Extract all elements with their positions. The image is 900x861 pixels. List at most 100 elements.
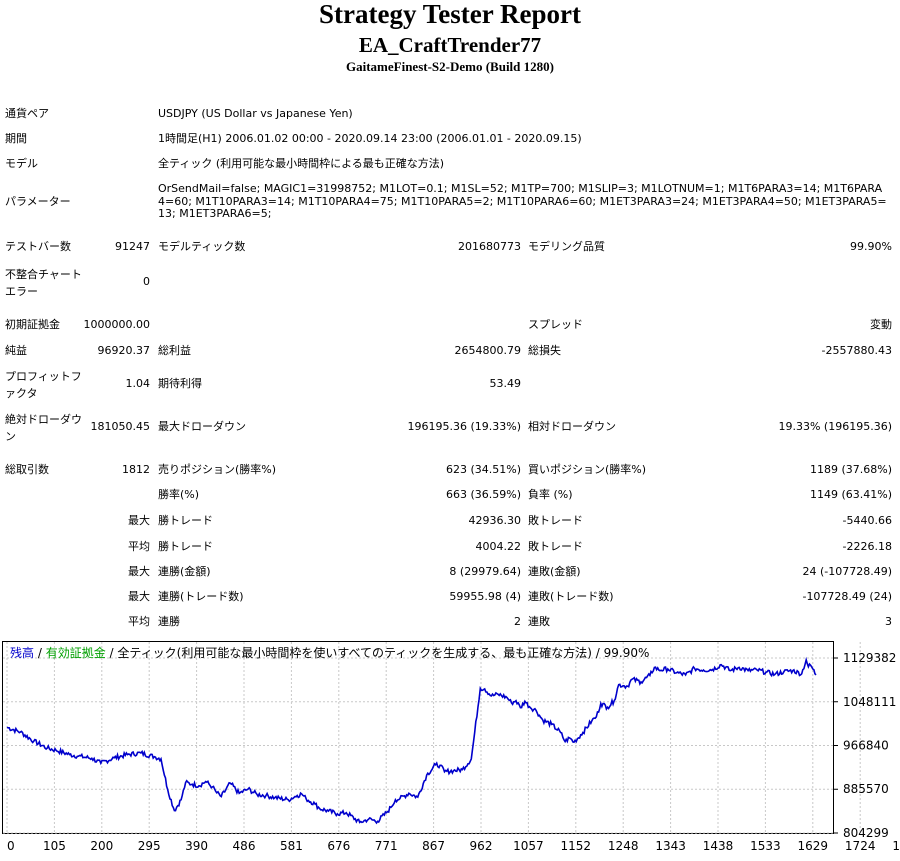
x-tick-label: 1819 xyxy=(892,839,900,853)
max-consec-count-label: 最大 xyxy=(128,590,150,603)
quality-label: モデリング品質 xyxy=(528,240,605,253)
avg-consec-win-value: 2 xyxy=(514,615,521,628)
gross-loss-value: -2557880.43 xyxy=(821,344,892,357)
avg-loss-value: -2226.18 xyxy=(842,540,892,553)
legend-separator: / xyxy=(105,646,118,660)
expected-payoff-label: 期待利得 xyxy=(158,377,202,390)
params-label: パラメーター xyxy=(5,195,71,208)
net-profit-label: 純益 xyxy=(5,344,27,357)
long-positions-value: 1189 (37.68%) xyxy=(809,463,892,476)
avg-loss-label: 敗トレード xyxy=(528,540,583,553)
max-drawdown-value: 196195.36 (19.33%) xyxy=(407,420,521,433)
y-tick-label: 1048111 xyxy=(843,695,896,709)
consec-win-money-value: 8 (29979.64) xyxy=(449,565,521,578)
max-drawdown-label: 最大ドローダウン xyxy=(158,420,246,433)
model-value: 全ティック (利用可能な最小時間枠による最も正確な方法) xyxy=(158,157,445,170)
largest-label: 最大 xyxy=(128,514,150,527)
consec-win-money-label: 連勝(金額) xyxy=(158,565,211,578)
x-tick-label: 1343 xyxy=(655,839,686,853)
avg-consec-label: 平均 xyxy=(128,615,150,628)
win-rate-value: 663 (36.59%) xyxy=(445,488,521,501)
profit-factor-value: 1.04 xyxy=(125,377,151,390)
params-value: OrSendMail=false; MAGIC1=31998752; M1LOT… xyxy=(158,182,887,220)
loss-rate-value: 1149 (63.41%) xyxy=(809,488,892,501)
symbol-label: 通貨ペア xyxy=(5,107,49,120)
x-tick-label: 1438 xyxy=(703,839,734,853)
abs-drawdown-value: 181050.45 xyxy=(90,420,151,433)
x-tick-label: 200 xyxy=(90,839,113,853)
avg-consec-loss-value: 3 xyxy=(885,615,892,628)
short-positions-label: 売りポジション(勝率%) xyxy=(158,463,277,476)
consec-loss-money-label: 連敗(金額) xyxy=(528,565,581,578)
total-trades-value: 1812 xyxy=(122,463,150,476)
legend-separator: / xyxy=(34,646,46,660)
x-tick-label: 676 xyxy=(327,839,350,853)
abs-drawdown-label: 絶対ドローダウン xyxy=(5,413,82,443)
gross-profit-value: 2654800.79 xyxy=(454,344,521,357)
x-tick-label: 962 xyxy=(470,839,493,853)
deposit-label: 初期証拠金 xyxy=(5,318,60,331)
gross-profit-label: 総利益 xyxy=(158,344,191,357)
y-tick-label: 804299 xyxy=(843,826,889,840)
win-rate-label: 勝率(%) xyxy=(158,488,200,501)
x-tick-label: 1724 xyxy=(845,839,876,853)
average-label: 平均 xyxy=(128,540,150,553)
rel-drawdown-label: 相対ドローダウン xyxy=(528,420,616,433)
deposit-value: 1000000.00 xyxy=(83,318,150,331)
rel-drawdown-value: 19.33% (196195.36) xyxy=(778,420,892,433)
max-consec-money-label: 最大 xyxy=(128,565,150,578)
y-tick-label: 1129382 xyxy=(843,651,896,665)
largest-win-value: 42936.30 xyxy=(468,514,522,527)
x-tick-label: 486 xyxy=(233,839,256,853)
model-label: モデル xyxy=(5,157,38,170)
x-tick-label: 390 xyxy=(185,839,208,853)
largest-loss-value: -5440.66 xyxy=(842,514,892,527)
legend-model: 全ティック(利用可能な最小時間枠を使いすべてのティックを生成する、最も正確な方法… xyxy=(117,646,650,660)
avg-win-label: 勝トレード xyxy=(158,540,213,553)
x-tick-label: 1152 xyxy=(561,839,592,853)
quality-value: 99.90% xyxy=(850,240,892,253)
loss-rate-label: 負率 (%) xyxy=(528,488,573,501)
spread-label: スプレッド xyxy=(528,318,583,331)
x-tick-label: 1248 xyxy=(608,839,639,853)
symbol-value: USDJPY (US Dollar vs Japanese Yen) xyxy=(158,107,353,120)
x-tick-label: 1057 xyxy=(513,839,544,853)
ea-name: EA_CraftTrender77 xyxy=(358,33,542,57)
profit-factor-label: プロフィットファクタ xyxy=(5,370,82,400)
ticks-value: 201680773 xyxy=(458,240,521,253)
avg-consec-loss-label: 連敗 xyxy=(528,615,550,628)
ticks-label: モデルティック数 xyxy=(158,240,246,253)
y-tick-label: 966840 xyxy=(843,739,889,753)
gross-loss-label: 総損失 xyxy=(528,344,561,357)
avg-consec-win-label: 連勝 xyxy=(158,615,180,628)
x-tick-label: 295 xyxy=(138,839,161,853)
consec-win-count-label: 連勝(トレード数) xyxy=(158,590,244,603)
legend-equity: 有効証拠金 xyxy=(45,646,106,660)
mismatch-label: 不整合チャートエラー xyxy=(5,268,82,298)
avg-win-value: 4004.22 xyxy=(475,540,522,553)
consec-loss-count-label: 連敗(トレード数) xyxy=(528,590,614,603)
x-tick-label: 581 xyxy=(280,839,303,853)
balance-line xyxy=(6,656,817,825)
bars-label: テストバー数 xyxy=(5,240,71,253)
spread-value: 変動 xyxy=(870,318,892,331)
report-title: Strategy Tester Report xyxy=(319,0,581,29)
x-tick-label: 771 xyxy=(375,839,398,853)
mismatch-value: 0 xyxy=(143,275,150,288)
server-build: GaitameFinest-S2-Demo (Build 1280) xyxy=(346,59,554,74)
consec-loss-money-value: 24 (-107728.49) xyxy=(802,565,892,578)
total-trades-label: 総取引数 xyxy=(5,463,49,476)
long-positions-label: 買いポジション(勝率%) xyxy=(528,463,647,476)
x-tick-label: 1533 xyxy=(750,839,781,853)
x-tick-label: 0 xyxy=(7,839,15,853)
chart-legend: 残高 / 有効証拠金 / 全ティック(利用可能な最小時間枠を使いすべてのティック… xyxy=(10,644,649,661)
x-tick-label: 105 xyxy=(43,839,66,853)
expected-payoff-value: 53.49 xyxy=(489,377,522,390)
largest-loss-label: 敗トレード xyxy=(528,514,583,527)
legend-balance: 残高 xyxy=(10,646,35,660)
y-tick-label: 885570 xyxy=(843,782,889,796)
consec-loss-count-value: -107728.49 (24) xyxy=(802,590,892,603)
balance-chart-frame xyxy=(2,641,834,834)
short-positions-value: 623 (34.51%) xyxy=(445,463,521,476)
